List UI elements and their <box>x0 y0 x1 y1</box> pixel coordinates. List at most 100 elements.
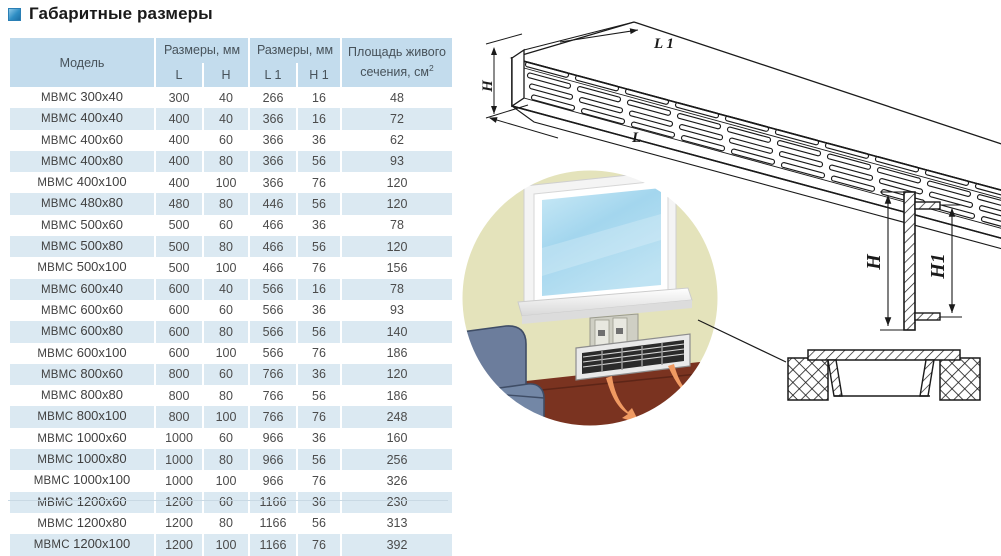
model-size: 500x100 <box>77 259 127 274</box>
cell-model: МВМС 400x60 <box>10 130 154 151</box>
cell-L: 600 <box>156 300 202 321</box>
cell-H1: 76 <box>298 343 340 364</box>
cell-H: 60 <box>204 428 248 449</box>
model-prefix: МВМС <box>41 156 80 168</box>
cell-H: 100 <box>204 406 248 427</box>
model-prefix: МВМС <box>41 326 80 338</box>
cell-H: 80 <box>204 321 248 342</box>
model-size: 400x80 <box>80 153 123 168</box>
cell-model: МВМС 800x60 <box>10 364 154 385</box>
cell-L1: 566 <box>250 321 296 342</box>
cell-H: 100 <box>204 470 248 491</box>
cell-L1: 366 <box>250 108 296 129</box>
cell-H1: 56 <box>298 321 340 342</box>
cell-free-area: 48 <box>342 87 452 108</box>
cell-L: 400 <box>156 172 202 193</box>
cell-L: 500 <box>156 215 202 236</box>
model-prefix: МВМС <box>41 135 80 147</box>
cell-H: 80 <box>204 449 248 470</box>
cell-H1: 76 <box>298 534 340 555</box>
cell-L: 480 <box>156 193 202 214</box>
cell-L: 1000 <box>156 470 202 491</box>
model-size: 800x80 <box>80 387 123 402</box>
cell-model: МВМС 1200x80 <box>10 513 154 534</box>
model-size: 800x100 <box>77 408 127 423</box>
cell-H: 40 <box>204 87 248 108</box>
model-prefix: МВМС <box>41 92 80 104</box>
cell-L: 600 <box>156 343 202 364</box>
cell-L1: 446 <box>250 193 296 214</box>
model-size: 400x60 <box>80 132 123 147</box>
horizontal-section-leader-line <box>698 320 786 362</box>
cell-free-area: 248 <box>342 406 452 427</box>
cell-L: 400 <box>156 130 202 151</box>
model-size: 1200x80 <box>77 515 127 530</box>
cell-model: МВМС 800x80 <box>10 385 154 406</box>
column-header-l1: L 1 <box>250 63 296 87</box>
cell-L1: 766 <box>250 385 296 406</box>
cell-L: 1200 <box>156 513 202 534</box>
model-size: 1200x60 <box>77 494 127 509</box>
cell-free-area: 140 <box>342 321 452 342</box>
cell-free-area: 230 <box>342 492 452 513</box>
cell-H: 40 <box>204 279 248 300</box>
section-label-H1: H1 <box>927 253 949 280</box>
cell-free-area: 120 <box>342 236 452 257</box>
cell-free-area: 156 <box>342 257 452 278</box>
model-prefix: МВМС <box>37 411 76 423</box>
table-bottom-divider <box>8 500 448 501</box>
cell-H: 100 <box>204 343 248 364</box>
technical-drawing: H L 1 L <box>462 0 1001 526</box>
model-size: 400x100 <box>77 174 127 189</box>
cell-L1: 466 <box>250 236 296 257</box>
model-prefix: МВМС <box>34 539 73 551</box>
cell-H: 60 <box>204 215 248 236</box>
free-area-line-1: Площадь живого <box>348 45 446 59</box>
cell-L: 600 <box>156 279 202 300</box>
model-prefix: МВМС <box>41 369 80 381</box>
cell-L1: 966 <box>250 470 296 491</box>
model-size: 800x60 <box>80 366 123 381</box>
section-heading: Габаритные размеры <box>8 4 213 24</box>
cell-free-area: 326 <box>342 470 452 491</box>
column-header-h: H <box>204 63 248 87</box>
model-size: 600x60 <box>80 302 123 317</box>
cell-free-area: 186 <box>342 343 452 364</box>
cell-free-area: 93 <box>342 151 452 172</box>
cell-H: 60 <box>204 300 248 321</box>
cell-model: МВМС 1200x100 <box>10 534 154 555</box>
cell-L1: 466 <box>250 257 296 278</box>
cell-L1: 566 <box>250 300 296 321</box>
cell-free-area: 78 <box>342 215 452 236</box>
cell-L1: 1166 <box>250 513 296 534</box>
cell-H1: 16 <box>298 279 340 300</box>
model-prefix: МВМС <box>41 198 80 210</box>
model-prefix: МВМС <box>37 497 76 509</box>
column-header-free-area: Площадь живого сечения, см2 <box>342 38 452 87</box>
cell-L1: 366 <box>250 130 296 151</box>
model-size: 600x80 <box>80 323 123 338</box>
cell-L: 800 <box>156 385 202 406</box>
model-prefix: МВМС <box>37 262 76 274</box>
room-illustration <box>462 170 718 452</box>
cell-L1: 966 <box>250 428 296 449</box>
cell-L: 800 <box>156 406 202 427</box>
table-header: Модель Размеры, мм Размеры, мм Площадь ж… <box>10 38 452 87</box>
horizontal-section-view <box>698 320 980 400</box>
cell-model: МВМС 600x100 <box>10 343 154 364</box>
cell-L1: 566 <box>250 343 296 364</box>
cell-H1: 16 <box>298 108 340 129</box>
cell-free-area: 256 <box>342 449 452 470</box>
cell-L1: 1166 <box>250 492 296 513</box>
page-title: Габаритные размеры <box>29 4 213 24</box>
cell-L1: 266 <box>250 87 296 108</box>
